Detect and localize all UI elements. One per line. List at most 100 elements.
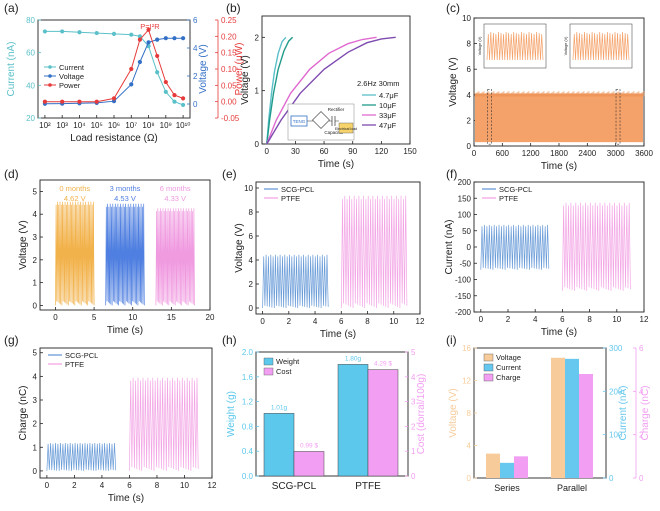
group-label: 6 months [160, 184, 191, 193]
y-tick-label: 0.15 [221, 49, 237, 58]
y-axis-label: Voltage (V) [198, 44, 209, 93]
x-tick-label: 0 [260, 317, 265, 326]
legend-label: SCG-PCL [281, 185, 314, 194]
x-tick-label: 2 [287, 317, 292, 326]
y-tick-label: 5 [411, 348, 416, 357]
y-axis-label: Voltage (V) [234, 223, 245, 272]
x-tick-label: 0 [479, 315, 484, 324]
y-axis-label: Current (nA) [6, 41, 17, 96]
y-tick-label: 6 [639, 344, 644, 353]
plot-frame [261, 15, 411, 145]
y-axis-label: Weight (g) [226, 391, 237, 437]
y-tick-label: -200 [455, 308, 472, 317]
zoom-marker [615, 89, 621, 145]
x-tick-label: 10⁵ [91, 121, 103, 130]
y-tick-label: 8 [467, 409, 472, 418]
y-tick-label: 0 [467, 142, 472, 151]
y-tick-label: 12 [462, 377, 471, 386]
bar-current [500, 462, 514, 478]
x-tick-label: 30 [291, 147, 300, 156]
x-tick-label: 10⁴ [73, 121, 86, 130]
category-label: PTFE [355, 481, 381, 492]
y-axis-label: Current (nA) [618, 385, 629, 440]
x-axis-label: Time (s) [541, 161, 577, 172]
x-tick-label: 0 [53, 313, 58, 322]
signal-waveform [46, 442, 117, 471]
y-axis-label: Cost (dorral/100g) [416, 374, 427, 455]
x-tick-label: 4 [313, 317, 318, 326]
x-axis-label: Time (s) [541, 327, 577, 338]
y-tick-label: 0 [411, 472, 416, 481]
legend-label: Weight [276, 357, 300, 366]
group-value: 4.33 V [164, 194, 186, 203]
y-tick-label: 200 [458, 178, 472, 187]
y-tick-label: 300 [609, 344, 623, 353]
x-tick-label: 6 [560, 315, 565, 324]
category-label: Series [494, 483, 520, 493]
x-tick-label: 10⁷ [125, 121, 137, 130]
power-annotation: P=I²R [140, 22, 160, 31]
y-tick-label: 4 [249, 256, 254, 265]
y-tick-label: -150 [455, 292, 472, 301]
legend-marker [48, 74, 52, 78]
x-tick-label: 10 [180, 481, 189, 490]
bar-charge [579, 374, 593, 478]
panel-label: (e) [222, 167, 237, 181]
x-tick-label: 8 [587, 315, 592, 324]
plot-frame [39, 347, 213, 479]
bar-voltage [486, 453, 500, 478]
panel-label: (a) [4, 1, 19, 15]
y-tick-label: 2 [33, 420, 38, 429]
x-tick-label: 10⁶ [108, 121, 120, 130]
series-line-current [44, 30, 184, 106]
bar-weight [263, 413, 295, 477]
y-tick-label: 4 [33, 372, 38, 381]
y-tick-label: 2 [193, 72, 198, 81]
x-tick-label: 2 [72, 481, 77, 490]
y-tick-label: -100 [455, 276, 472, 285]
y-tick-label: 1 [255, 87, 260, 96]
legend-swatch [483, 353, 494, 362]
y-tick-label: 0 [193, 100, 198, 109]
y-tick-label: 0 [639, 474, 644, 483]
panel-label: (i) [446, 333, 457, 347]
legend-label: Cost [276, 367, 292, 376]
x-tick-label: 6 [339, 317, 344, 326]
y-axis-label: Voltage (V) [18, 220, 29, 269]
x-tick-label: 12 [208, 481, 217, 490]
inset-left [483, 23, 547, 69]
panel-c: (c) 0 600 1200 1800 2400 3000 3600 0 2 4 6 8 10 Time (… [446, 1, 653, 172]
legend-label: Current [59, 63, 85, 72]
y-axis-label: Voltage (V) [448, 388, 459, 437]
y-tick-label: 0 [467, 243, 472, 252]
plot-frame [255, 351, 409, 477]
panel-h: (h) 0.0 0.4 0.8 1.2 1.6 2.0 0 1 2 3 4 5 Weight (g) Cos… [222, 333, 427, 492]
x-tick-label: 10 [612, 315, 621, 324]
x-tick-label: 4 [100, 481, 105, 490]
y-tick-label: 8 [467, 40, 472, 49]
legend-label: 4.7μF [379, 91, 399, 100]
voltage-waveform [55, 201, 95, 306]
legend-label: Charge [496, 373, 521, 382]
y-tick-label: 0.25 [221, 16, 237, 25]
panel-e: (e) 0 2 4 6 8 10 12 0 2 4 6 8 10 Time (s) Voltage (V) SC… [222, 167, 425, 340]
category-label: Parallel [557, 483, 587, 493]
y-tick-label: 4 [467, 442, 472, 451]
x-tick-label: 600 [496, 149, 510, 158]
legend-label: 47μF [379, 121, 397, 130]
y-tick-label: -0.05 [221, 114, 240, 123]
x-tick-label: 90 [348, 147, 357, 156]
panel-label: (c) [446, 1, 460, 15]
y-tick-label: 8 [249, 208, 254, 217]
y-tick-label: 1 [33, 279, 38, 288]
x-tick-label: 8 [155, 481, 160, 490]
charging-curve [266, 36, 396, 145]
y-tick-label: 20 [26, 114, 35, 123]
inset-waveform [572, 31, 630, 61]
charging-curve [266, 36, 294, 145]
x-tick-label: 10⁸ [142, 121, 154, 130]
legend-label: PTFE [281, 194, 300, 203]
x-tick-label: 150 [403, 147, 417, 156]
circuit-label: Electrical load [335, 127, 357, 131]
charging-curve [266, 36, 377, 145]
